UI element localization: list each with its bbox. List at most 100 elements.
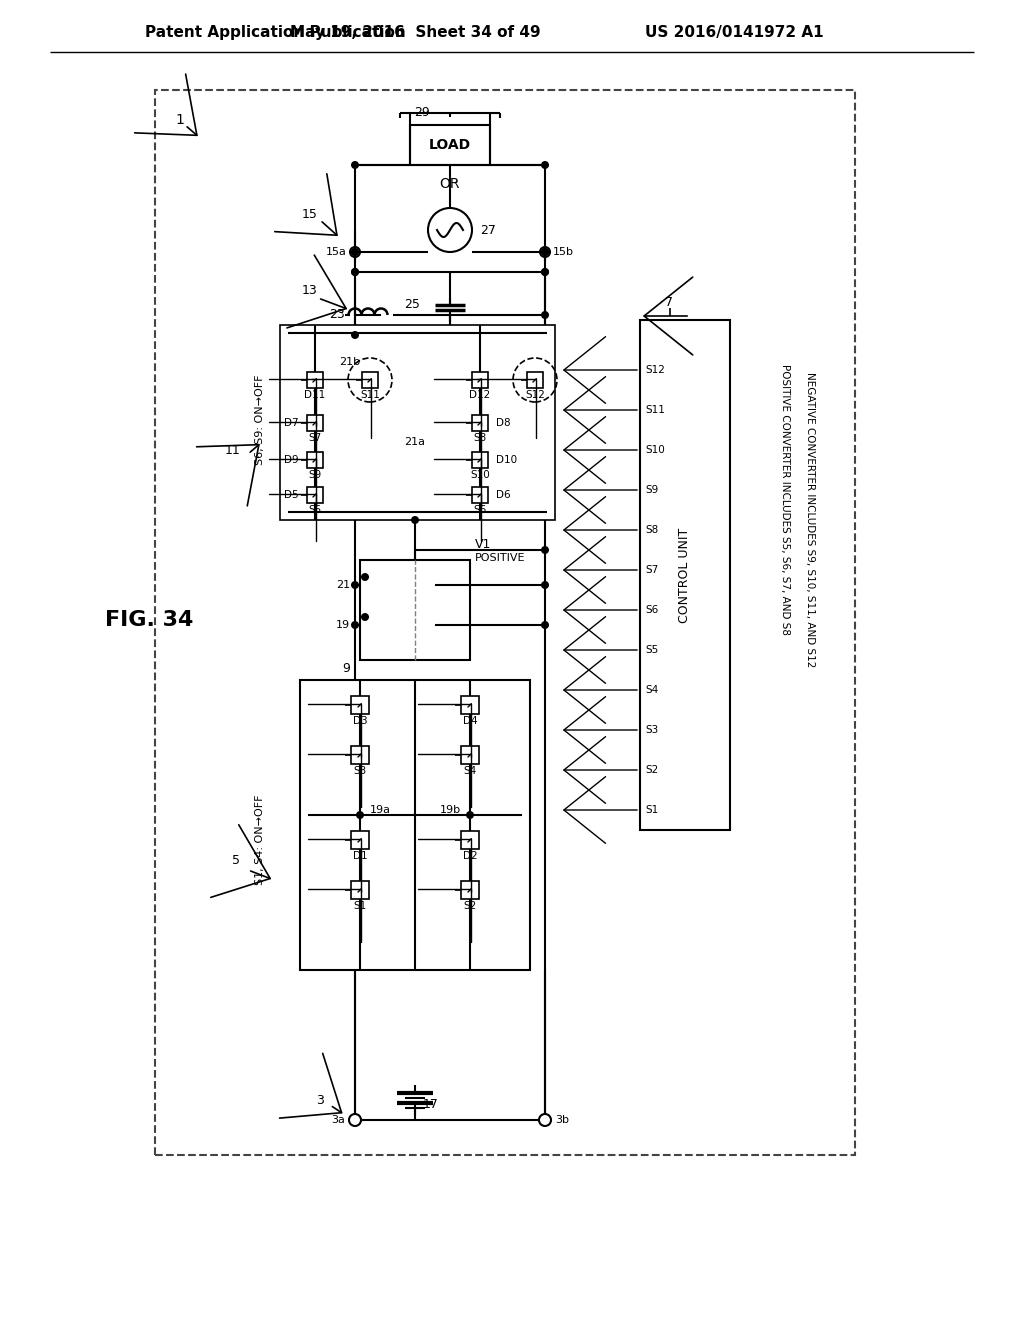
Text: S7: S7 bbox=[645, 565, 658, 576]
Text: S6, S9: ON→OFF: S6, S9: ON→OFF bbox=[255, 375, 265, 465]
Text: S8: S8 bbox=[645, 525, 658, 535]
Text: S1: S1 bbox=[645, 805, 658, 814]
Bar bbox=[360, 560, 470, 660]
Circle shape bbox=[351, 268, 359, 276]
Text: S7: S7 bbox=[308, 433, 322, 444]
Bar bbox=[472, 487, 488, 503]
Circle shape bbox=[361, 612, 369, 620]
Text: 21: 21 bbox=[336, 579, 350, 590]
Text: S12: S12 bbox=[525, 389, 545, 400]
Text: D6: D6 bbox=[496, 490, 511, 500]
Text: 21a: 21a bbox=[404, 437, 426, 447]
Bar bbox=[527, 372, 543, 388]
Text: CONTROL UNIT: CONTROL UNIT bbox=[679, 528, 691, 623]
Circle shape bbox=[539, 1114, 551, 1126]
Circle shape bbox=[361, 573, 369, 581]
Circle shape bbox=[351, 248, 359, 256]
Circle shape bbox=[540, 247, 550, 257]
Text: S5: S5 bbox=[308, 506, 322, 515]
Bar bbox=[461, 880, 479, 899]
Bar bbox=[307, 451, 323, 469]
Text: 11: 11 bbox=[224, 444, 240, 457]
Circle shape bbox=[351, 581, 359, 589]
Text: 13: 13 bbox=[302, 284, 317, 297]
Text: S4: S4 bbox=[645, 685, 658, 696]
Text: 15: 15 bbox=[302, 209, 317, 222]
Text: 15a: 15a bbox=[326, 247, 347, 257]
Circle shape bbox=[541, 268, 549, 276]
Circle shape bbox=[541, 161, 549, 169]
Circle shape bbox=[351, 620, 359, 630]
Text: D8: D8 bbox=[496, 418, 511, 428]
Text: S5: S5 bbox=[645, 645, 658, 655]
Bar bbox=[280, 325, 555, 520]
Text: S4: S4 bbox=[464, 766, 476, 776]
Text: S1: S1 bbox=[353, 902, 367, 911]
Circle shape bbox=[351, 161, 359, 169]
Bar bbox=[461, 746, 479, 764]
Text: D11: D11 bbox=[304, 389, 326, 400]
Circle shape bbox=[351, 268, 359, 276]
Circle shape bbox=[351, 248, 359, 256]
Circle shape bbox=[350, 247, 360, 257]
Text: 15b: 15b bbox=[553, 247, 574, 257]
Text: 1: 1 bbox=[175, 114, 184, 127]
Text: D7: D7 bbox=[285, 418, 299, 428]
Text: D10: D10 bbox=[496, 455, 517, 465]
Circle shape bbox=[356, 810, 364, 818]
Bar bbox=[351, 746, 369, 764]
Text: S11: S11 bbox=[645, 405, 665, 414]
Text: 25: 25 bbox=[404, 298, 420, 312]
Text: D1: D1 bbox=[352, 851, 368, 861]
Text: S11: S11 bbox=[360, 389, 380, 400]
Text: S9: S9 bbox=[645, 484, 658, 495]
Text: 7: 7 bbox=[665, 296, 673, 309]
Circle shape bbox=[428, 209, 472, 252]
Bar bbox=[351, 880, 369, 899]
Text: S3: S3 bbox=[353, 766, 367, 776]
Text: S6: S6 bbox=[645, 605, 658, 615]
Bar bbox=[472, 372, 488, 388]
Bar bbox=[307, 487, 323, 503]
Text: D5: D5 bbox=[285, 490, 299, 500]
Text: 5: 5 bbox=[232, 854, 240, 866]
Bar bbox=[461, 832, 479, 849]
Text: S12: S12 bbox=[645, 366, 665, 375]
Bar bbox=[351, 832, 369, 849]
Text: US 2016/0141972 A1: US 2016/0141972 A1 bbox=[645, 25, 823, 40]
Text: S9: S9 bbox=[308, 470, 322, 480]
Text: May 19, 2016  Sheet 34 of 49: May 19, 2016 Sheet 34 of 49 bbox=[290, 25, 541, 40]
Text: 17: 17 bbox=[423, 1098, 439, 1111]
Text: LOAD: LOAD bbox=[429, 139, 471, 152]
Circle shape bbox=[349, 1114, 361, 1126]
Text: S8: S8 bbox=[473, 433, 486, 444]
Bar bbox=[307, 372, 323, 388]
Circle shape bbox=[541, 581, 549, 589]
Circle shape bbox=[541, 620, 549, 630]
Bar bbox=[472, 451, 488, 469]
Text: D3: D3 bbox=[352, 715, 368, 726]
Text: 3: 3 bbox=[316, 1093, 324, 1106]
Text: S6: S6 bbox=[473, 506, 486, 515]
Text: 21b: 21b bbox=[339, 356, 360, 367]
Text: S1, S4: ON→OFF: S1, S4: ON→OFF bbox=[255, 795, 265, 886]
Text: D12: D12 bbox=[469, 389, 490, 400]
Bar bbox=[300, 680, 530, 970]
Text: D4: D4 bbox=[463, 715, 477, 726]
Bar bbox=[640, 319, 730, 830]
Bar bbox=[362, 372, 378, 388]
Text: 29: 29 bbox=[415, 107, 430, 120]
Text: S10: S10 bbox=[645, 445, 665, 455]
Text: OR: OR bbox=[439, 177, 460, 191]
Text: FIG. 34: FIG. 34 bbox=[105, 610, 194, 630]
Text: D2: D2 bbox=[463, 851, 477, 861]
Text: POSITIVE CONVERTER INCLUDES S5, S6, S7, AND S8: POSITIVE CONVERTER INCLUDES S5, S6, S7, … bbox=[780, 364, 790, 635]
Circle shape bbox=[541, 248, 549, 256]
Circle shape bbox=[411, 516, 419, 524]
Bar bbox=[307, 414, 323, 432]
Circle shape bbox=[351, 331, 359, 339]
Circle shape bbox=[541, 248, 549, 256]
Text: 23: 23 bbox=[330, 309, 345, 322]
Text: 19b: 19b bbox=[439, 805, 461, 814]
Bar bbox=[351, 696, 369, 714]
